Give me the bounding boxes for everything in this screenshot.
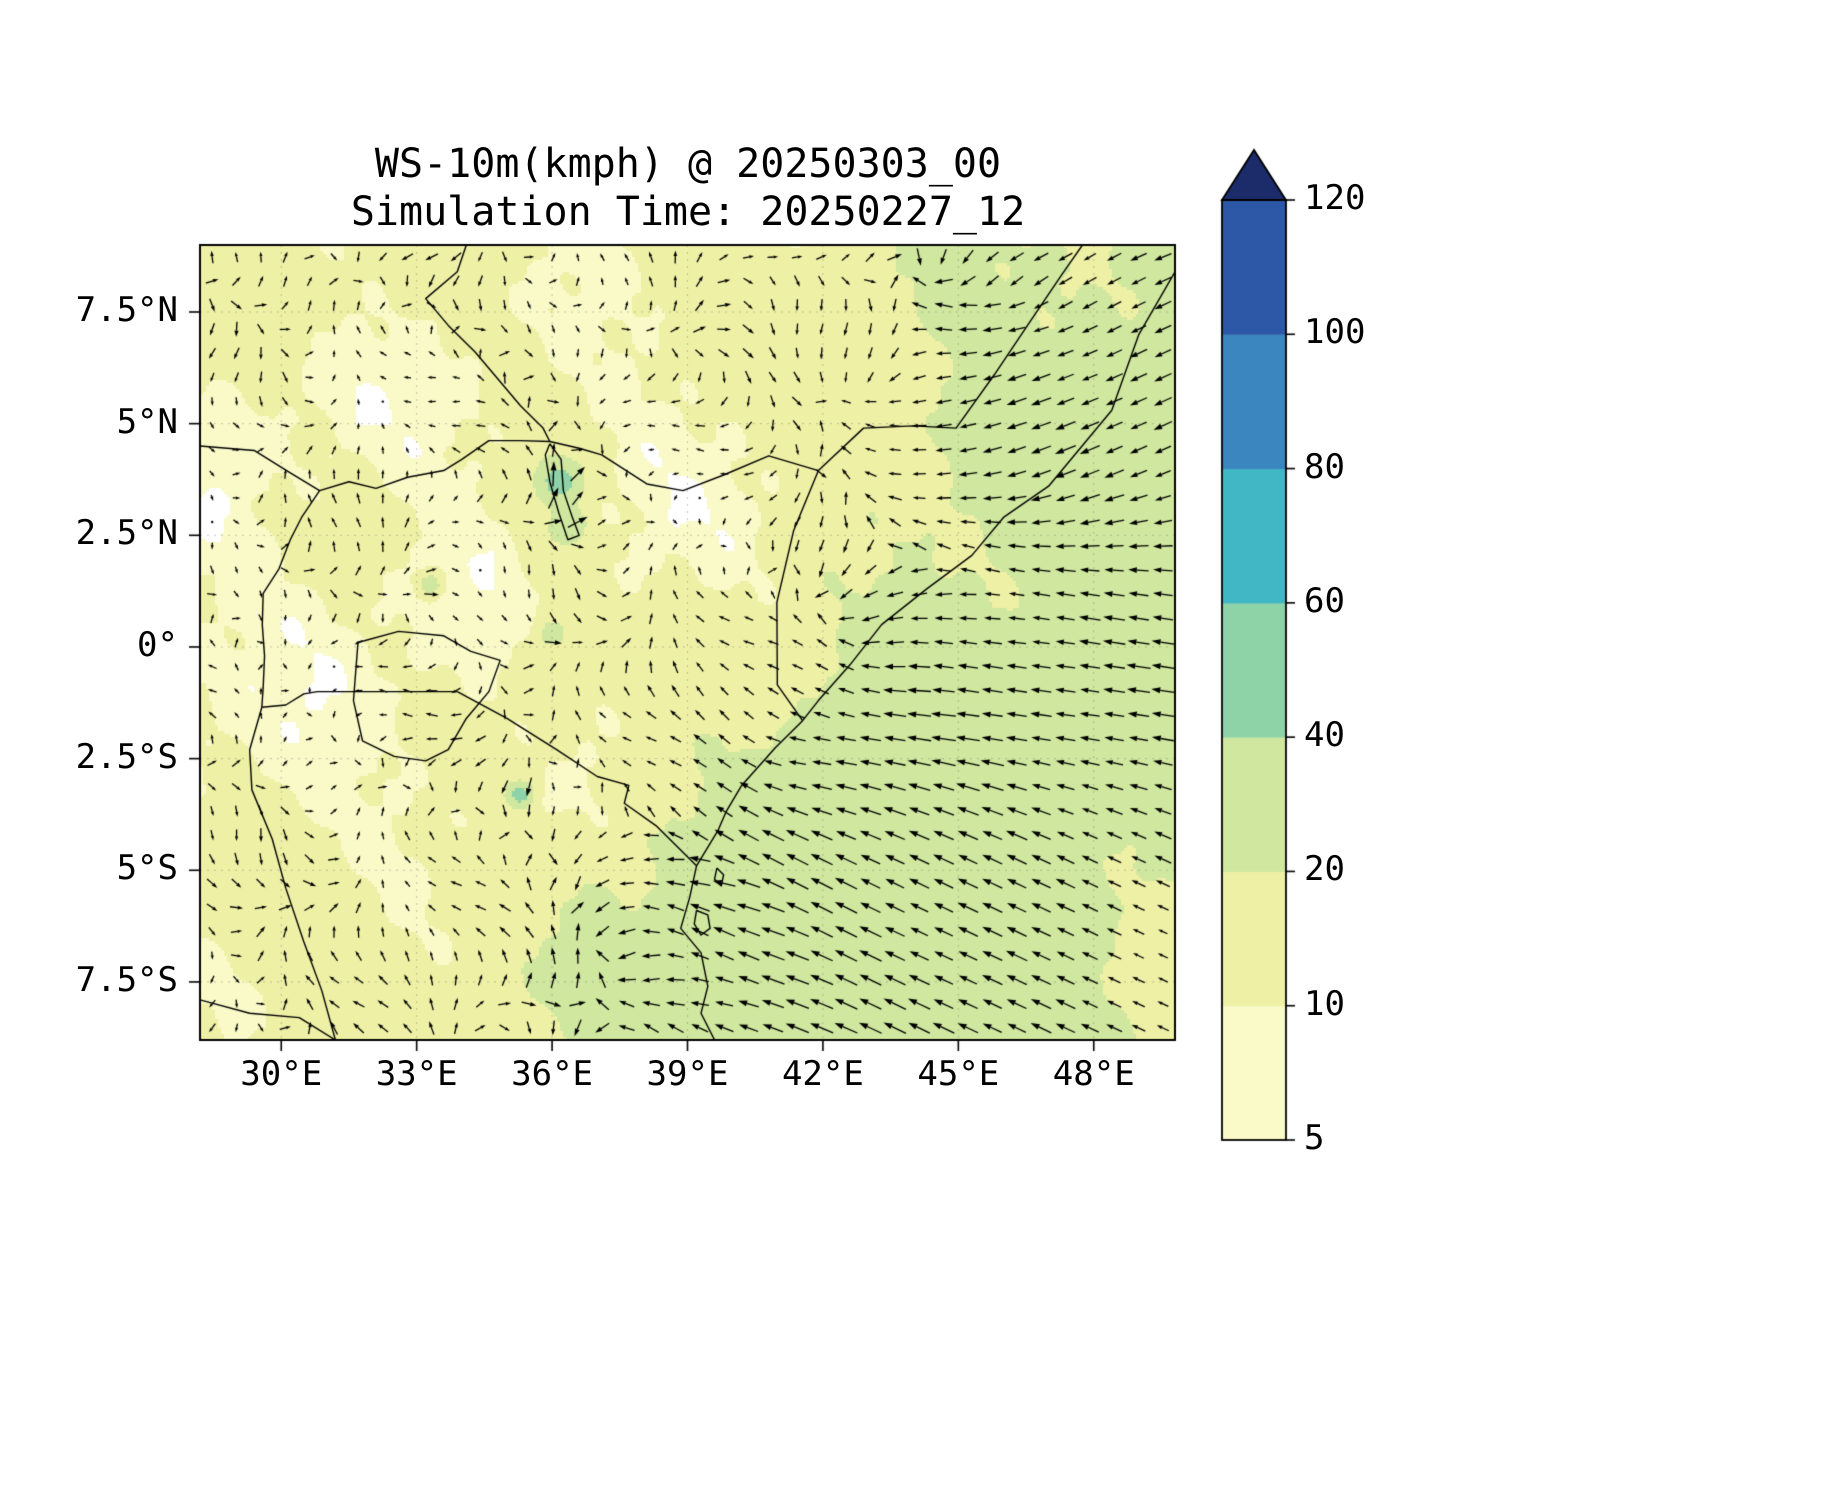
x-tick-label: 30°E [240,1054,323,1094]
colorbar-tick-label: 120 [1304,178,1366,218]
y-tick-label: 5°S [116,848,178,889]
y-tick-label: 0° [137,624,178,665]
y-tick-label: 2.5°N [75,513,178,554]
colorbar-tick-label: 100 [1304,312,1366,353]
y-tick-label: 7.5°S [75,959,178,1000]
plot-subtitle: Simulation Time: 20250227_12 [350,189,1026,235]
y-tick-label: 5°N [116,401,178,442]
x-tick-label: 48°E [1052,1054,1135,1094]
x-tick-label: 42°E [781,1054,864,1094]
x-tick-label: 39°E [646,1054,729,1094]
x-tick-label: 33°E [375,1054,458,1094]
colorbar-tick-label: 5 [1304,1118,1325,1158]
colorbar-tick-label: 20 [1304,849,1345,890]
plot-title-block: WS-10m(kmph) @ 20250303_00 Simulation Ti… [351,140,1025,236]
x-tick-label: 45°E [917,1054,1000,1094]
plot-title: WS-10m(kmph) @ 20250303_00 [374,141,1002,187]
colorbar-tick-label: 80 [1304,446,1345,487]
x-tick-label: 36°E [511,1054,594,1094]
colorbar-tick-label: 40 [1304,715,1345,756]
colorbar-tick-label: 10 [1304,983,1345,1024]
y-tick-label: 7.5°N [75,289,178,330]
y-tick-label: 2.5°S [75,736,178,777]
colorbar-tick-label: 60 [1304,580,1345,621]
